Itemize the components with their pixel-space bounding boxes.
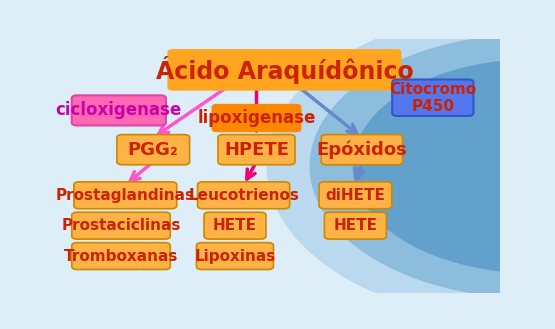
Wedge shape (268, 9, 555, 323)
Wedge shape (354, 60, 555, 272)
FancyBboxPatch shape (392, 80, 473, 116)
Text: HETE: HETE (334, 218, 377, 233)
FancyBboxPatch shape (168, 49, 401, 91)
FancyBboxPatch shape (204, 212, 266, 239)
FancyBboxPatch shape (198, 182, 290, 209)
Text: HPETE: HPETE (224, 141, 289, 159)
Text: HETE: HETE (213, 218, 257, 233)
FancyBboxPatch shape (325, 212, 386, 239)
FancyBboxPatch shape (72, 95, 166, 125)
FancyBboxPatch shape (72, 243, 170, 269)
Text: Leucotrienos: Leucotrienos (188, 188, 299, 203)
FancyBboxPatch shape (196, 243, 274, 269)
Text: Lipoxinas: Lipoxinas (194, 249, 276, 264)
Text: diHETE: diHETE (325, 188, 385, 203)
Text: Prostaglandinas: Prostaglandinas (56, 188, 195, 203)
FancyBboxPatch shape (72, 212, 170, 239)
FancyBboxPatch shape (218, 135, 295, 165)
Text: Epóxidos: Epóxidos (316, 140, 407, 159)
Text: Tromboxanas: Tromboxanas (64, 249, 178, 264)
Text: PGG₂: PGG₂ (128, 141, 179, 159)
FancyBboxPatch shape (319, 182, 392, 209)
Wedge shape (310, 35, 555, 298)
Text: cicloxigenase: cicloxigenase (56, 101, 182, 119)
FancyBboxPatch shape (211, 104, 301, 132)
Text: Ácido Araquídônico: Ácido Araquídônico (155, 56, 413, 84)
Text: lipoxigenase: lipoxigenase (197, 109, 316, 127)
Text: Citocromo
P450: Citocromo P450 (389, 82, 476, 114)
Text: Prostaciclinas: Prostaciclinas (61, 218, 181, 233)
FancyBboxPatch shape (117, 135, 190, 165)
FancyBboxPatch shape (74, 182, 176, 209)
FancyBboxPatch shape (321, 135, 402, 165)
